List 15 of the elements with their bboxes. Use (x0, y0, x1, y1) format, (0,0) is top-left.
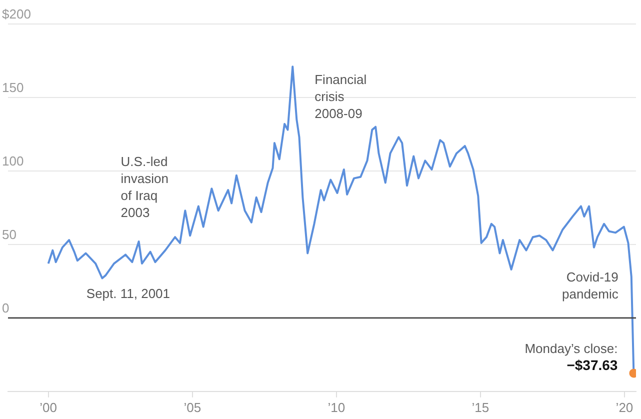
annotation: Financial crisis 2008-09 (314, 72, 367, 122)
x-tick-label: ’15 (472, 400, 490, 415)
x-tick-label: ’00 (40, 400, 58, 415)
x-tick-label: ’20 (616, 400, 634, 415)
annotation: Monday’s close: −$37.63 (524, 340, 618, 374)
y-tick-label: $200 (2, 6, 31, 22)
x-tick-label: ’05 (184, 400, 202, 415)
y-tick-label: 100 (2, 154, 24, 169)
annotation: Sept. 11, 2001 (86, 286, 170, 301)
y-tick-label: 0 (2, 300, 10, 316)
annotation: U.S.-led invasion of Iraq 2003 (120, 154, 168, 220)
y-tick-label: 50 (2, 227, 16, 242)
x-tick-label: ’10 (328, 400, 346, 415)
y-tick-label: 150 (2, 80, 24, 96)
annotation: Covid-19 pandemic (562, 269, 619, 302)
